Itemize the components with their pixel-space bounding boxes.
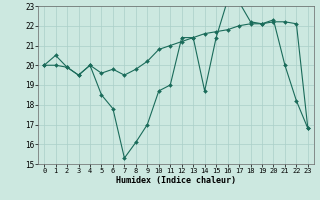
X-axis label: Humidex (Indice chaleur): Humidex (Indice chaleur) — [116, 176, 236, 185]
